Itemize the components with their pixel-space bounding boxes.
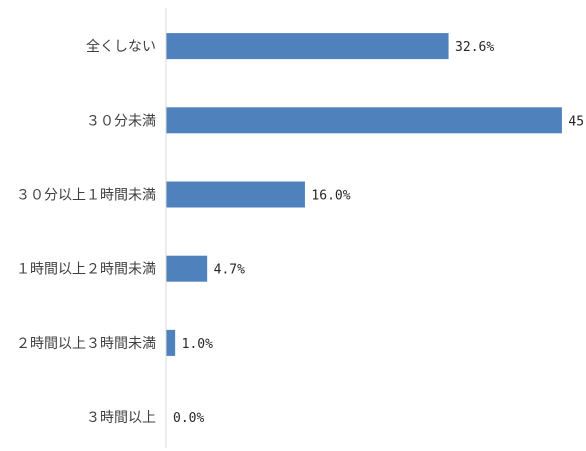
category-label: 全くしない	[86, 38, 156, 55]
bar	[166, 329, 176, 356]
category-label: ２時間以上３時間未満	[16, 336, 156, 352]
value-label: 1.0%	[182, 337, 213, 352]
value-label: 4.7%	[214, 263, 245, 278]
category-label: １時間以上２時間未満	[16, 262, 156, 278]
bar	[166, 255, 208, 282]
value-label: 16.0%	[311, 189, 350, 204]
bar	[166, 107, 562, 134]
category-label: ３０分未満	[86, 113, 156, 129]
value-label: 45.7%	[568, 114, 586, 129]
category-label: ３０分以上１時間未満	[16, 188, 156, 204]
value-label: 32.6%	[455, 40, 494, 55]
bar	[166, 33, 449, 60]
category-label: ３時間以上	[86, 410, 156, 426]
bar	[166, 181, 305, 208]
value-label: 0.0%	[173, 411, 204, 426]
